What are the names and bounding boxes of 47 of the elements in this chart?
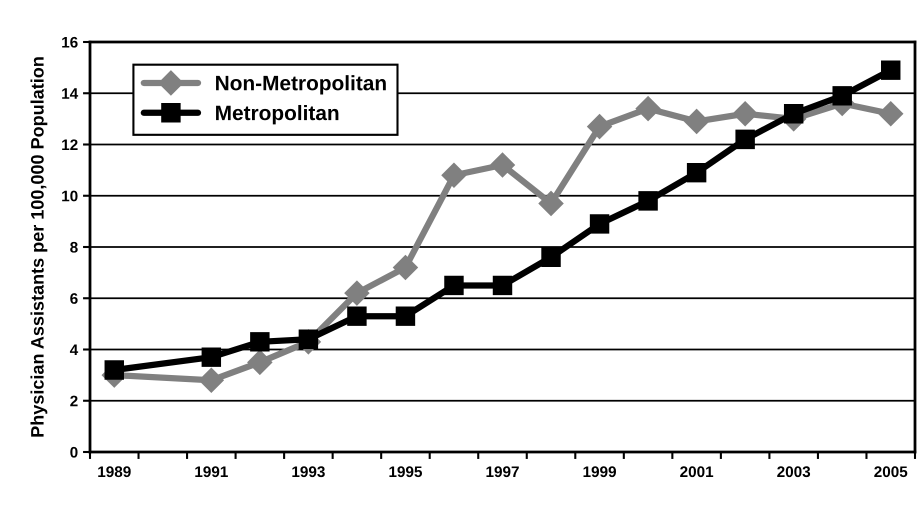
y-tick-label: 12 — [62, 139, 78, 150]
point — [347, 306, 367, 326]
point — [396, 306, 416, 326]
point — [735, 130, 755, 150]
point — [444, 276, 464, 296]
point — [684, 108, 710, 134]
y-axis-title: Physician Assistants per 100,000 Population — [30, 57, 48, 437]
point — [832, 86, 852, 106]
point — [878, 101, 904, 126]
point — [638, 191, 658, 211]
y-tick-label: 16 — [62, 36, 78, 48]
y-tick-label: 14 — [62, 88, 78, 99]
point — [492, 276, 512, 296]
point — [881, 60, 900, 80]
x-tick-label: 1995 — [389, 466, 422, 478]
x-tick-label: 1997 — [486, 466, 519, 478]
x-tick-label: 1991 — [195, 466, 228, 478]
point — [732, 101, 758, 126]
point — [784, 104, 804, 124]
legend-label: Non-Metropolitan — [216, 75, 386, 95]
point — [250, 332, 270, 352]
y-tick-label: 8 — [70, 242, 78, 253]
point — [636, 96, 661, 122]
y-tick-label: 4 — [70, 344, 78, 356]
point — [104, 360, 124, 380]
x-tick-label: 1999 — [584, 466, 616, 478]
x-tick-label: 2003 — [777, 466, 810, 478]
x-tick-label: 2005 — [874, 466, 908, 478]
point — [538, 190, 564, 216]
y-tick-label: 6 — [70, 293, 78, 304]
legend-label: Metropolitan — [216, 104, 338, 124]
x-tick-label: 1993 — [292, 466, 325, 478]
point — [441, 162, 466, 188]
point — [247, 350, 272, 375]
point — [686, 162, 706, 182]
point — [590, 214, 610, 234]
point — [392, 255, 418, 280]
x-tick-label: 1989 — [98, 466, 131, 478]
point — [541, 248, 561, 267]
point — [202, 347, 222, 367]
y-tick-label: 0 — [70, 446, 78, 458]
point — [490, 152, 515, 178]
point — [587, 114, 612, 140]
y-tick-label: 2 — [70, 396, 78, 406]
point — [344, 280, 370, 306]
y-tick-label: 10 — [62, 190, 78, 202]
x-tick-label: 2001 — [680, 466, 714, 478]
